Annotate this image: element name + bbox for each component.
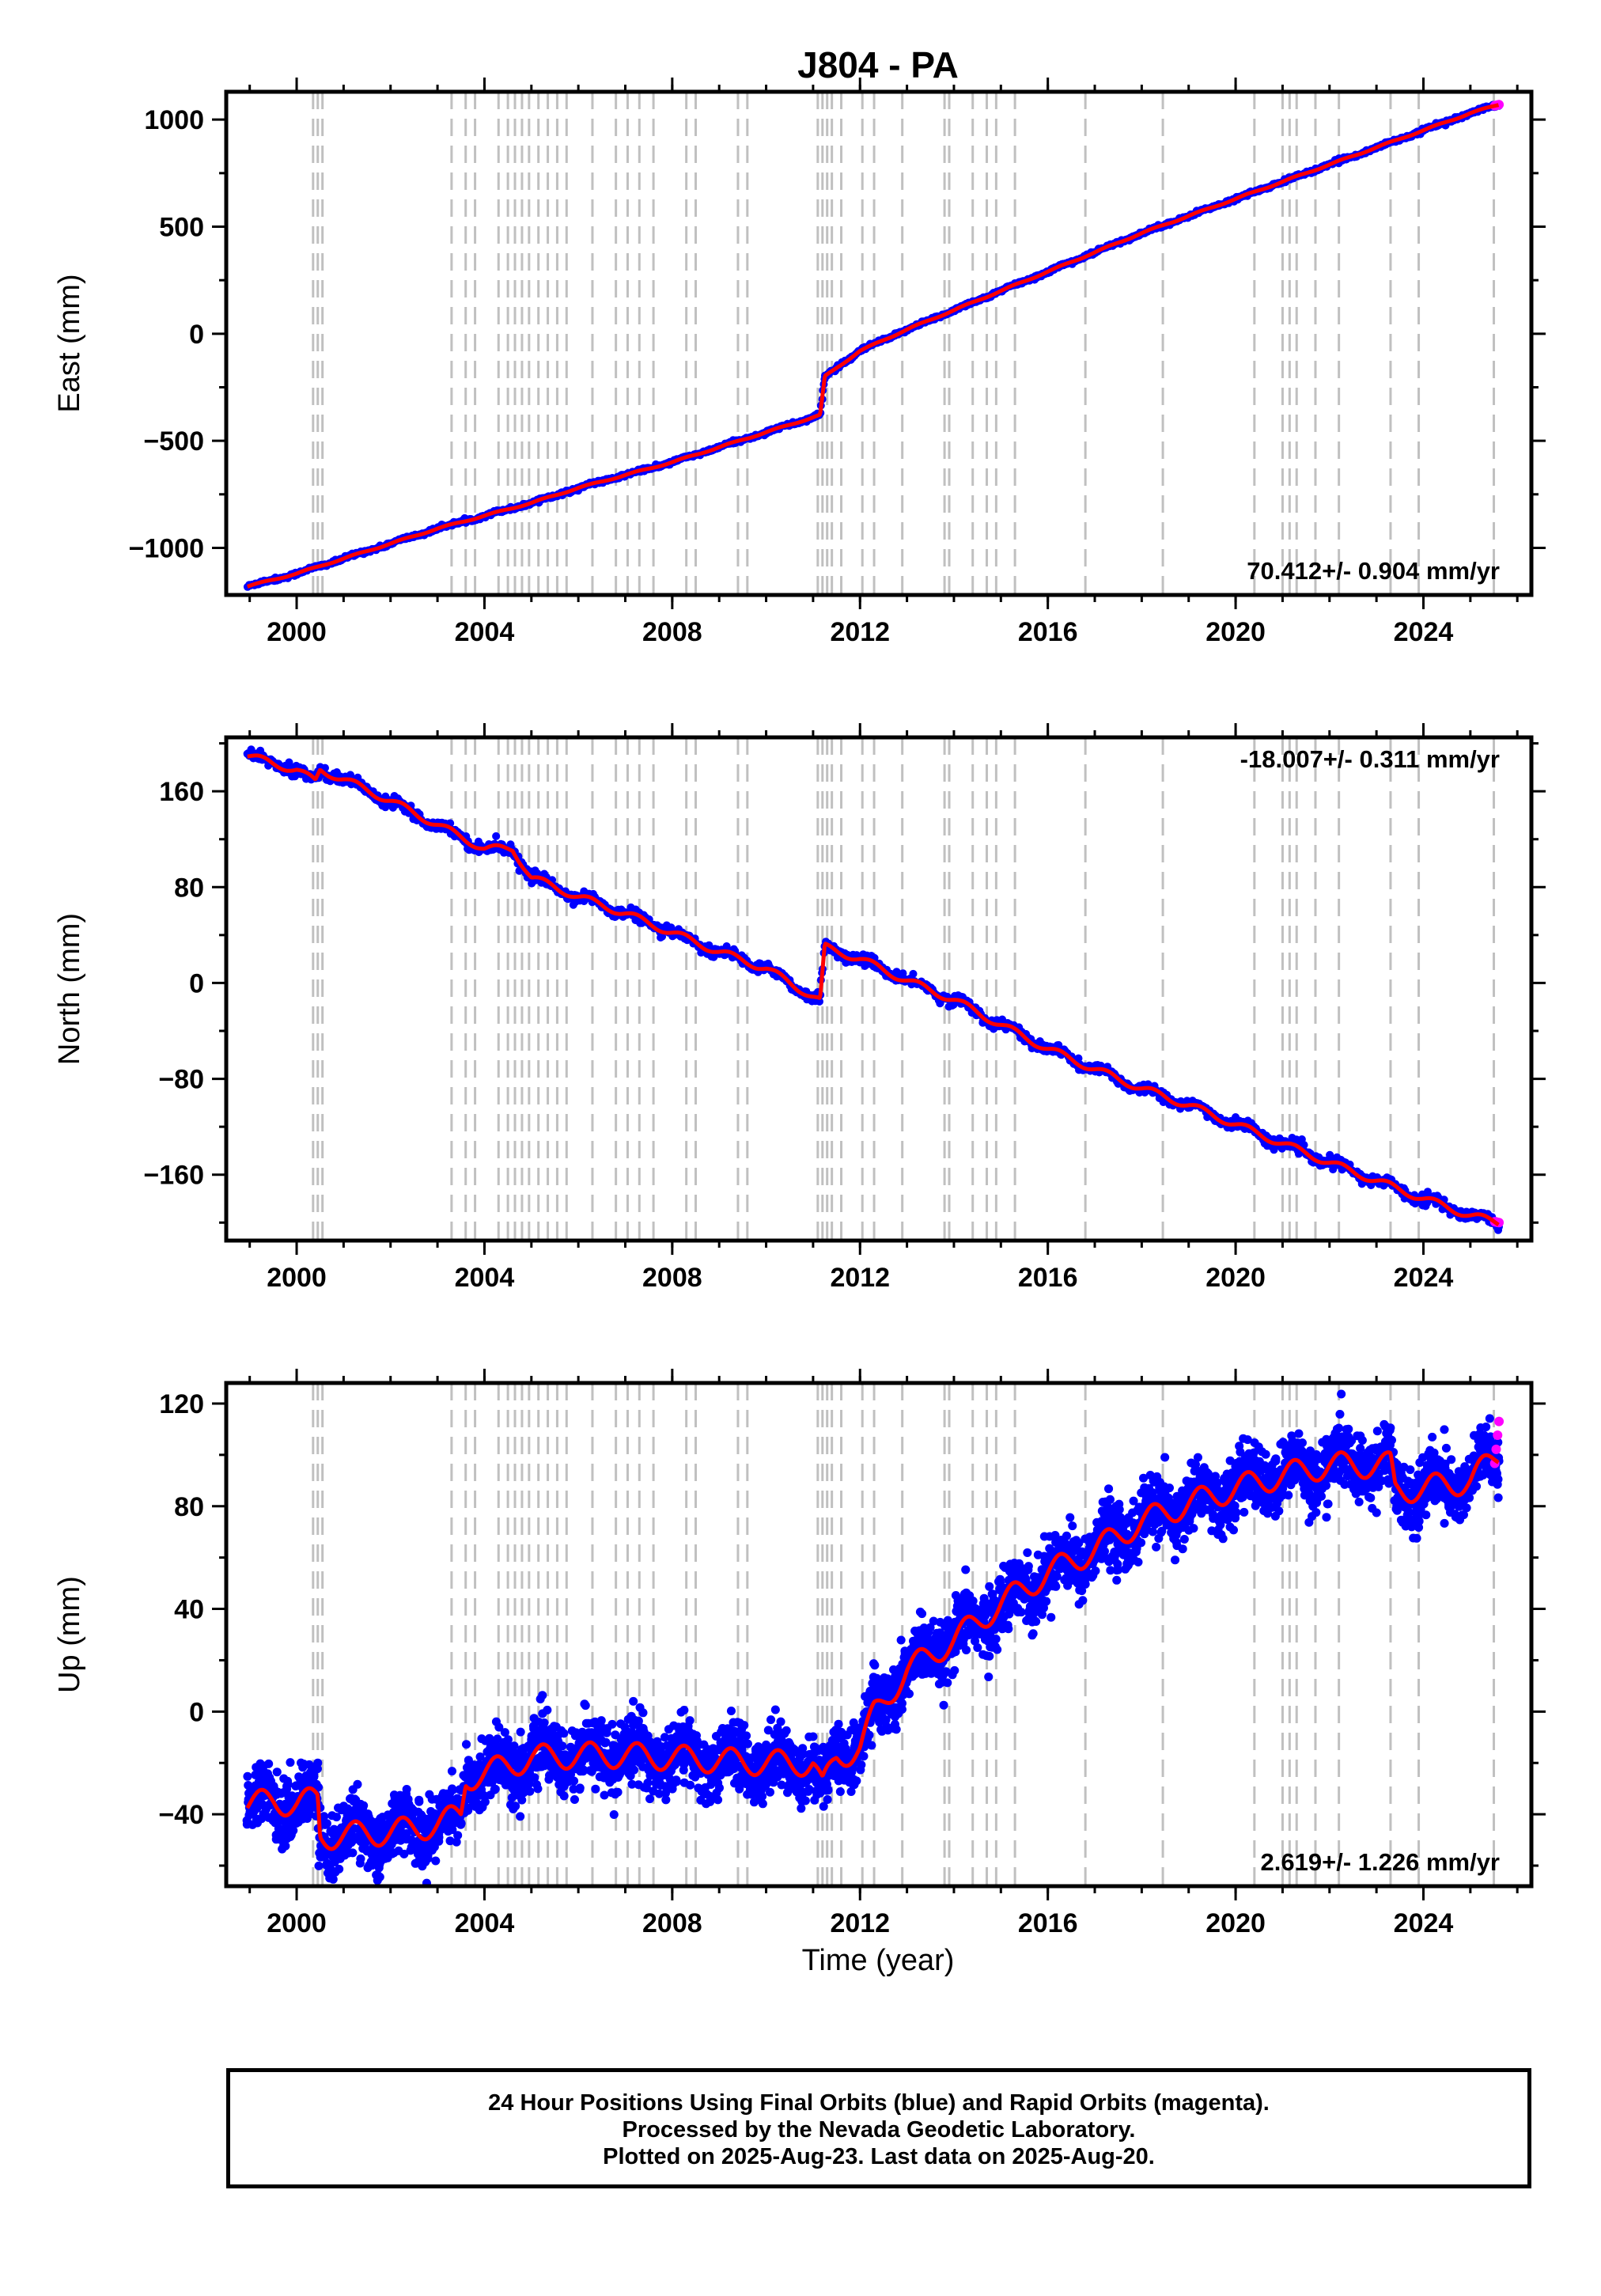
panel-east: 2000 2004 2008 2012 2016 2020 2024 −1000 −500 0 50…: [53, 78, 1546, 647]
east-x-tick-label: 2012: [830, 617, 890, 647]
north-x-tick-label: 2016: [1018, 1263, 1078, 1293]
panel-north: 2000 2004 2008 2012 2016 2020 2024 −160 −80 0 80 16…: [53, 723, 1546, 1293]
up-x-tick-label: 2016: [1018, 1908, 1078, 1938]
north-y-tick-label: −80: [158, 1065, 204, 1095]
up-y-tick-label: 0: [189, 1697, 204, 1727]
north-x-tick-label: 2012: [830, 1263, 890, 1293]
north-rate-label: -18.007+/- 0.311 mm/yr: [1240, 745, 1500, 773]
east-y-tick-label: 500: [159, 213, 204, 243]
east-y-tick-label: 0: [189, 320, 204, 350]
caption-line-3: Plotted on 2025-Aug-23. Last data on 202…: [603, 2144, 1155, 2169]
caption-line-2: Processed by the Nevada Geodetic Laborat…: [622, 2117, 1136, 2143]
up-model-line: [245, 1450, 1500, 1851]
up-y-tick-label: −40: [158, 1800, 204, 1830]
east-ylabel: East (mm): [53, 274, 86, 412]
east-x-tick-label: 2016: [1018, 617, 1078, 647]
up-x-tick-label: 2000: [267, 1908, 327, 1938]
east-y-tick-label: −500: [143, 426, 204, 457]
up-final-orbit-points: [242, 1389, 1504, 1888]
east-plot-frame: [224, 89, 1534, 597]
east-x-tick-label: 2008: [642, 617, 702, 647]
north-x-tick-label: 2024: [1394, 1263, 1454, 1293]
north-ylabel: North (mm): [53, 913, 86, 1065]
east-model-line: [246, 103, 1500, 589]
east-x-tick-label: 2024: [1394, 617, 1454, 647]
east-y-tick-label: 1000: [144, 105, 204, 135]
caption-line-1: 24 Hour Positions Using Final Orbits (bl…: [488, 2090, 1270, 2116]
east-y-tick-label: −1000: [129, 533, 205, 563]
caption-box: 24 Hour Positions Using Final Orbits (bl…: [226, 2068, 1531, 2188]
north-y-tick-label: 80: [174, 873, 204, 903]
up-rapid-orbit-point: [1493, 1430, 1503, 1440]
up-ylabel: Up (mm): [53, 1576, 86, 1693]
up-x-tick-label: 2004: [455, 1908, 515, 1938]
panel-up: 2000 2004 2008 2012 2016 2020 2024−4004080120 …: [53, 1369, 1546, 1938]
north-model-line: [246, 753, 1500, 1227]
up-rate-label: 2.619+/- 1.226 mm/yr: [1261, 1848, 1500, 1876]
up-y-tick-label: 80: [174, 1492, 204, 1522]
up-x-tick-label: 2020: [1205, 1908, 1266, 1938]
north-x-tick-label: 2004: [455, 1263, 515, 1293]
up-x-tick-label: 2024: [1394, 1908, 1454, 1938]
up-x-tick-label: 2012: [830, 1908, 890, 1938]
up-rapid-orbit-point: [1494, 1416, 1504, 1426]
up-y-tick-label: 40: [174, 1595, 204, 1625]
north-x-tick-label: 2000: [267, 1263, 327, 1293]
north-x-tick-label: 2008: [642, 1263, 702, 1293]
east-rate-label: 70.412+/- 0.904 mm/yr: [1247, 557, 1500, 585]
figure-title: J804 - PA: [797, 44, 959, 85]
up-y-tick-label: 120: [159, 1389, 204, 1419]
north-y-tick-label: −160: [143, 1161, 204, 1191]
north-plot-frame: [224, 735, 1534, 1243]
x-axis-label: Time (year): [802, 1944, 955, 1977]
east-x-tick-label: 2004: [455, 617, 515, 647]
north-y-tick-label: 0: [189, 968, 204, 998]
up-plot-frame: [224, 1381, 1534, 1889]
north-y-tick-label: 160: [159, 777, 204, 807]
east-x-tick-label: 2020: [1205, 617, 1266, 647]
up-x-tick-label: 2008: [642, 1908, 702, 1938]
up-rapid-orbit-point: [1491, 1444, 1501, 1454]
north-x-tick-label: 2020: [1205, 1263, 1266, 1293]
east-x-tick-label: 2000: [267, 617, 327, 647]
